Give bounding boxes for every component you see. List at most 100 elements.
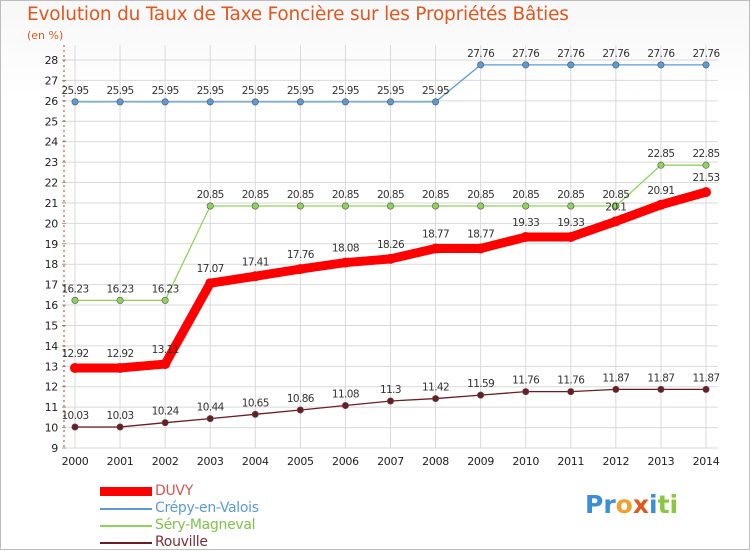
data-label: 25.95 [152,85,179,97]
series-layer [70,61,711,431]
data-point [701,187,711,198]
data-label: 11.87 [692,372,719,384]
x-tick-label: 2008 [422,455,449,468]
x-tick-label: 2014 [693,455,720,468]
y-tick-label: 26 [45,95,59,108]
data-label: 25.95 [332,85,359,97]
logo-letter: o [615,490,633,519]
data-label: 25.95 [242,85,269,97]
x-tick-label: 2011 [557,455,584,468]
data-point [612,61,620,69]
data-label: 27.76 [467,48,495,60]
x-tick-label: 2006 [332,455,359,468]
data-point [341,402,349,410]
data-label: 16.23 [152,283,179,295]
data-point [567,202,575,210]
data-label: 18.26 [377,239,405,251]
data-label: 25.95 [197,85,224,97]
data-label: 12.92 [107,348,134,360]
data-label: 20.85 [377,189,404,201]
data-label: 11.76 [557,375,585,387]
x-tick-label: 2005 [287,455,314,468]
data-label: 10.03 [107,410,134,422]
data-label: 20.85 [512,189,539,201]
y-tick-label: 14 [45,340,59,353]
data-point [522,61,530,69]
data-label: 11.87 [602,372,629,384]
data-label: 18.77 [422,228,449,240]
data-point [477,202,485,210]
data-label: 17.41 [242,256,269,268]
data-point [116,296,124,304]
data-point [612,385,620,393]
data-label: 20.85 [422,189,449,201]
data-label: 19.33 [557,217,584,229]
legend-label: Crépy-en-Valois [155,500,259,516]
logo-letter: r [603,490,616,519]
data-point [71,98,79,106]
legend-label: Rouville [155,534,208,550]
axes: 9 10 11 12 13 14 15 16 17 18 19 20 21 22 23 24 25 26 27 28 2… [45,45,720,468]
data-label: 27.76 [647,48,675,60]
y-tick-label: 25 [45,115,59,128]
data-label: 20.85 [287,189,314,201]
data-label: 12.92 [61,348,88,360]
data-label: 22.85 [692,148,719,160]
data-point [116,423,124,431]
legend-item: Crépy-en-Valois [100,500,400,517]
y-tick-label: 9 [51,442,58,455]
legend-item: Rouville [100,534,400,551]
data-label: 11.87 [647,372,674,384]
legend: DUVY Crépy-en-Valois Séry-Magneval Rouville [100,483,400,551]
data-label: 21.53 [692,172,719,184]
data-label: 11.3 [380,384,401,396]
data-label: 20.85 [332,189,359,201]
data-label: 11.42 [422,382,449,394]
x-tick-label: 2007 [377,455,404,468]
data-label: 27.76 [602,48,630,60]
data-point [160,359,171,370]
logo-letter: i [649,490,658,519]
data-label: 25.95 [61,85,88,97]
data-point [386,98,394,106]
x-tick-label: 2001 [107,455,134,468]
data-point [251,410,259,418]
data-point [71,296,79,304]
data-label: 16.23 [107,283,134,295]
y-tick-label: 13 [45,360,59,373]
data-point [657,385,665,393]
data-point [71,423,79,431]
y-tick-label: 19 [45,238,59,251]
data-point [520,232,531,243]
legend-swatch [100,508,152,510]
logo-letter: t [657,490,670,519]
logo-letter: x [632,490,649,519]
data-label: 10.03 [61,410,88,422]
data-label: 27.76 [512,48,540,60]
legend-item: DUVY [100,483,400,500]
data-point [475,243,486,254]
data-label: 18.77 [467,228,494,240]
data-point [296,98,304,106]
data-point [250,271,261,282]
data-label: 13.11 [152,344,179,356]
data-point [702,385,710,393]
x-tick-label: 2012 [602,455,629,468]
y-tick-label: 22 [45,177,58,190]
data-point [295,264,306,275]
data-point [702,61,710,69]
data-point [340,257,351,268]
data-point [477,391,485,399]
data-point [341,98,349,106]
data-label: 25.95 [107,85,134,97]
data-label: 19.33 [512,217,539,229]
data-label: 22.85 [647,148,674,160]
legend-label: DUVY [155,483,193,499]
data-label: 25.95 [287,85,314,97]
proxiti-logo: Proxiti [585,490,678,519]
y-tick-label: 28 [45,54,59,67]
data-point [610,216,621,227]
data-point [296,202,304,210]
legend-swatch [100,542,152,544]
